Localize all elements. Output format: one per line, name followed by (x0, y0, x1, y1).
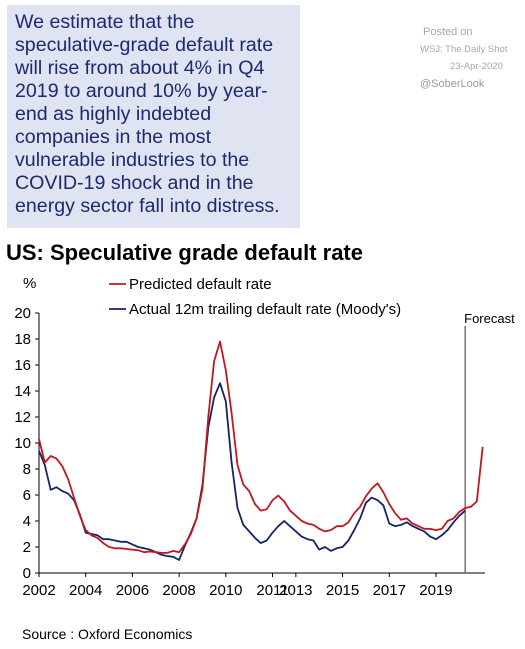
chart-title: US: Speculative grade default rate (6, 240, 363, 265)
y-tick-label: 16 (14, 357, 31, 374)
author-handle: @SoberLook (420, 78, 485, 90)
y-tick-label: 8 (23, 461, 31, 478)
x-tick-label: 2011 (256, 582, 288, 599)
post-date: 23-Apr-2020 (450, 61, 503, 72)
y-tick-label: 14 (14, 383, 31, 400)
y-tick-label: 2 (23, 539, 31, 556)
source-note: Source : Oxford Economics (22, 626, 193, 642)
y-tick-label: 6 (23, 487, 31, 504)
source-publication: WSJ: The Daily Shot (420, 44, 508, 55)
legend-label: Actual 12m trailing default rate (Moody'… (129, 301, 401, 318)
y-tick-label: 4 (23, 513, 31, 530)
y-tick-label: 12 (14, 409, 31, 426)
series-line-predicted (38, 340, 484, 554)
x-tick-label: 2002 (22, 582, 55, 599)
x-tick-label: 2008 (162, 582, 195, 599)
y-tick-label: 10 (14, 435, 31, 452)
x-tick-label: 2004 (69, 582, 102, 599)
y-axis-unit: % (23, 275, 37, 292)
legend-label: Predicted default rate (129, 276, 272, 293)
x-tick-label: 2006 (116, 582, 149, 599)
x-tick-label: 2015 (326, 582, 359, 599)
forecast-label: Forecast (464, 311, 515, 326)
x-tick-label: 2010 (209, 582, 242, 599)
x-tick-label: 2017 (373, 582, 406, 599)
x-tick-label: 2013 (279, 582, 312, 599)
y-tick-label: 18 (14, 331, 31, 348)
callout-box: We estimate that the speculative-grade d… (7, 5, 300, 228)
y-tick-label: 0 (23, 565, 31, 582)
series-line-actual (38, 382, 466, 561)
callout-text: We estimate that the speculative-grade d… (15, 11, 280, 217)
posted-label: Posted on (423, 26, 473, 38)
y-tick-label: 20 (14, 305, 31, 322)
x-tick-label: 2019 (419, 582, 452, 599)
